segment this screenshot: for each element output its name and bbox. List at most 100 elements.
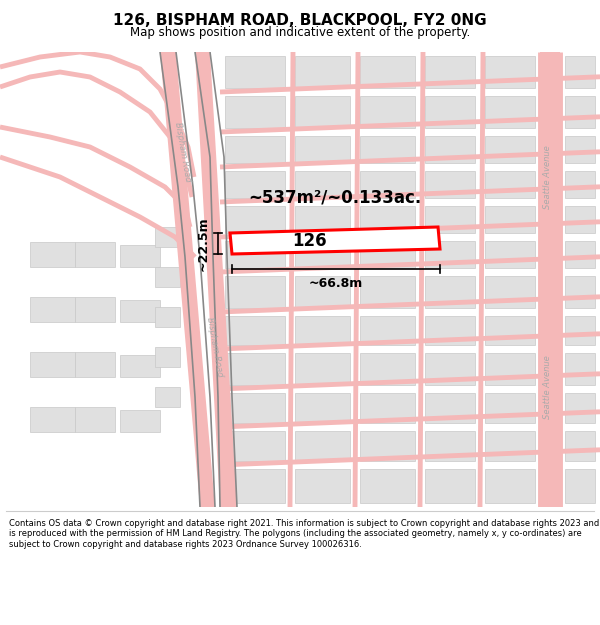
Text: Map shows position and indicative extent of the property.: Map shows position and indicative extent… <box>130 26 470 39</box>
Bar <box>155 347 180 367</box>
Bar <box>295 171 350 198</box>
Text: Contains OS data © Crown copyright and database right 2021. This information is : Contains OS data © Crown copyright and d… <box>9 519 599 549</box>
Bar <box>30 407 75 432</box>
Bar <box>425 469 475 503</box>
Bar <box>485 316 535 345</box>
Bar <box>225 171 285 198</box>
Bar <box>295 206 350 233</box>
Bar <box>225 276 285 308</box>
Bar <box>485 469 535 503</box>
Bar <box>485 393 535 423</box>
Bar <box>120 300 160 322</box>
Bar <box>425 206 475 233</box>
Bar <box>225 393 285 423</box>
Bar <box>295 96 350 128</box>
Text: Bispham Road: Bispham Road <box>173 121 193 182</box>
Bar <box>360 56 415 88</box>
Bar <box>155 227 180 247</box>
Bar <box>425 276 475 308</box>
Bar <box>565 431 595 461</box>
Bar <box>75 242 115 267</box>
Polygon shape <box>160 52 215 507</box>
Text: Bispham Road: Bispham Road <box>205 316 224 378</box>
Polygon shape <box>540 52 560 507</box>
Bar <box>295 316 350 345</box>
Text: ~66.8m: ~66.8m <box>309 277 363 290</box>
Bar <box>485 96 535 128</box>
Bar <box>360 206 415 233</box>
Bar <box>295 469 350 503</box>
Bar <box>485 353 535 385</box>
Bar <box>565 316 595 345</box>
Bar <box>155 387 180 407</box>
Bar <box>360 469 415 503</box>
Bar <box>225 431 285 461</box>
Bar <box>485 276 535 308</box>
Text: ~22.5m: ~22.5m <box>197 216 210 271</box>
Bar <box>425 353 475 385</box>
Bar <box>565 469 595 503</box>
Polygon shape <box>230 227 440 254</box>
Text: ~537m²/~0.133ac.: ~537m²/~0.133ac. <box>248 188 422 206</box>
Bar <box>295 353 350 385</box>
Bar <box>565 171 595 198</box>
Bar <box>120 355 160 377</box>
Bar <box>295 393 350 423</box>
Bar <box>360 316 415 345</box>
Bar <box>120 410 160 432</box>
Bar <box>295 276 350 308</box>
Bar <box>565 206 595 233</box>
Bar <box>155 267 180 287</box>
Bar <box>75 407 115 432</box>
Text: 126: 126 <box>293 232 328 250</box>
Bar <box>225 316 285 345</box>
Text: Seattle Avenue: Seattle Avenue <box>544 355 553 419</box>
Bar <box>485 136 535 163</box>
Bar <box>485 56 535 88</box>
Bar <box>565 56 595 88</box>
Bar <box>360 276 415 308</box>
Bar <box>425 431 475 461</box>
Bar <box>360 171 415 198</box>
Bar <box>225 206 285 233</box>
Bar <box>360 431 415 461</box>
Bar <box>295 241 350 268</box>
Bar <box>565 96 595 128</box>
Bar <box>120 245 160 267</box>
Bar <box>425 56 475 88</box>
Bar <box>425 316 475 345</box>
Bar <box>225 96 285 128</box>
Bar <box>565 393 595 423</box>
Bar <box>360 393 415 423</box>
Bar <box>360 241 415 268</box>
Bar <box>155 307 180 327</box>
Polygon shape <box>195 52 237 507</box>
Bar <box>485 171 535 198</box>
Bar <box>225 469 285 503</box>
Bar <box>425 136 475 163</box>
Bar <box>425 96 475 128</box>
Bar <box>565 136 595 163</box>
Bar <box>225 56 285 88</box>
Bar <box>225 136 285 163</box>
Bar <box>30 242 75 267</box>
Bar <box>295 136 350 163</box>
Bar <box>425 241 475 268</box>
Bar <box>425 393 475 423</box>
Bar <box>565 276 595 308</box>
Bar <box>485 206 535 233</box>
Bar <box>360 96 415 128</box>
Bar <box>30 352 75 377</box>
Bar <box>30 297 75 322</box>
Bar <box>225 241 285 268</box>
Text: 126, BISPHAM ROAD, BLACKPOOL, FY2 0NG: 126, BISPHAM ROAD, BLACKPOOL, FY2 0NG <box>113 13 487 28</box>
Bar <box>485 431 535 461</box>
Bar <box>75 297 115 322</box>
Bar <box>295 431 350 461</box>
Bar <box>425 171 475 198</box>
Bar <box>565 353 595 385</box>
Bar <box>225 353 285 385</box>
Bar <box>565 241 595 268</box>
Bar <box>485 241 535 268</box>
Bar <box>360 136 415 163</box>
